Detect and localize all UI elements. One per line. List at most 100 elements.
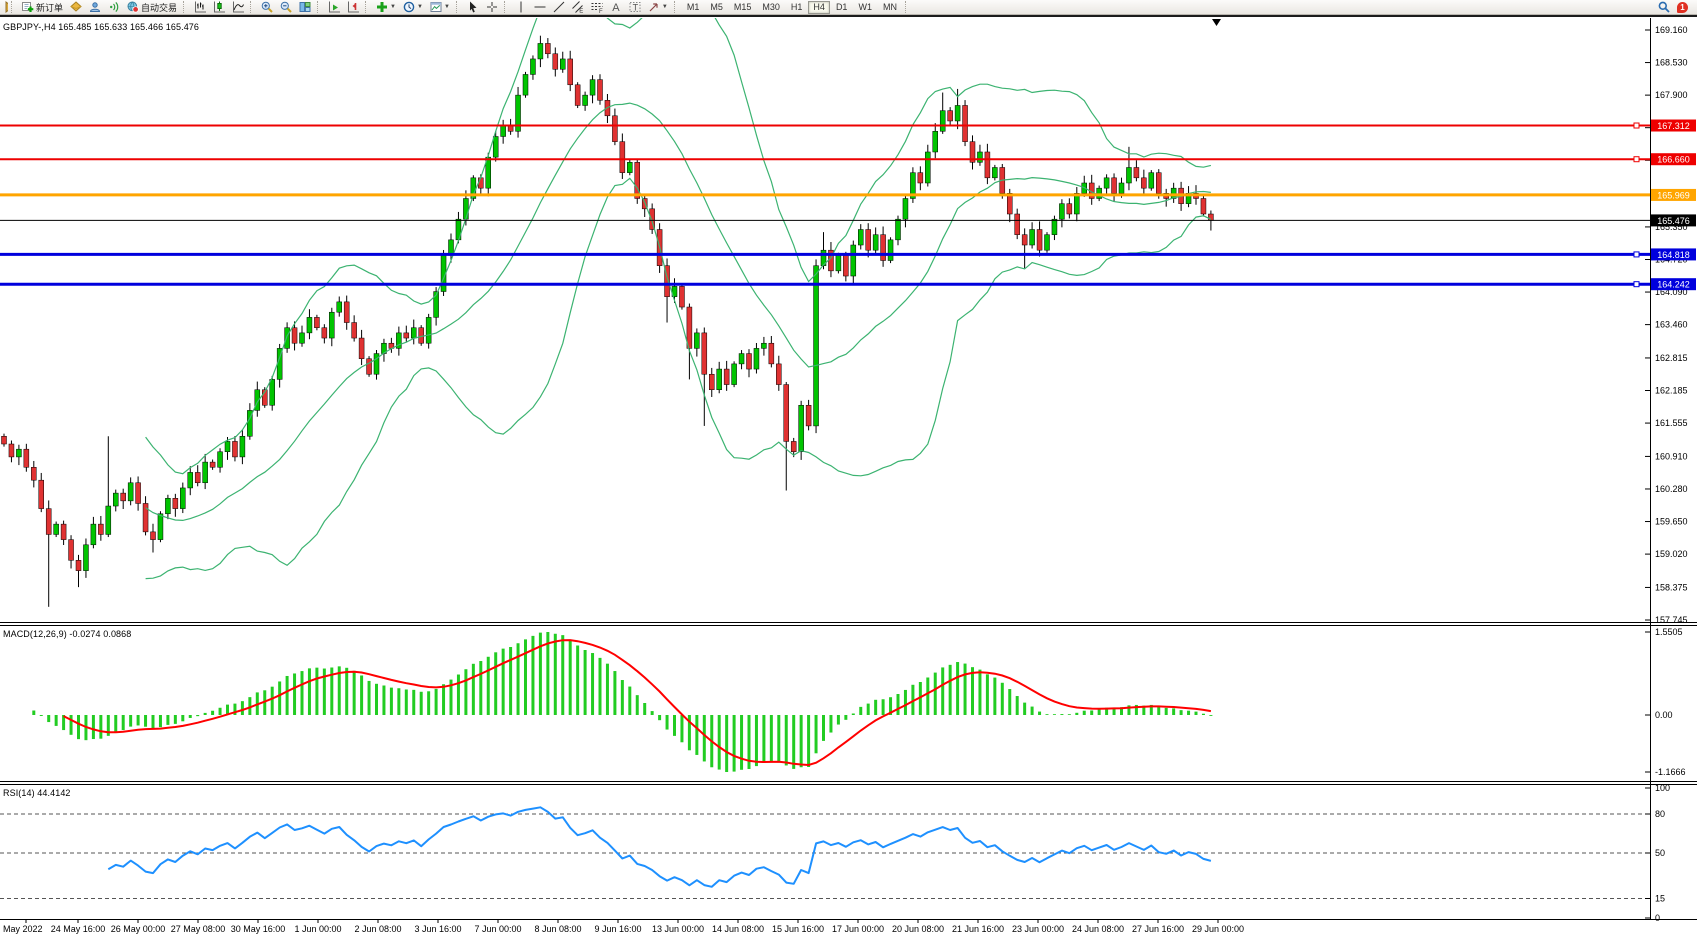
candle-body — [194, 472, 201, 484]
candle-body — [962, 105, 968, 142]
candle-body — [1059, 203, 1065, 220]
timeframe-w1-button[interactable]: W1 — [853, 1, 877, 14]
zoom-out-button[interactable] — [277, 1, 295, 14]
crosshair-icon — [486, 2, 497, 12]
timeframe-d1-button[interactable]: D1 — [831, 1, 853, 14]
candle-body — [843, 255, 849, 277]
candle-body — [500, 125, 506, 137]
timeframe-h4-button[interactable]: H4 — [808, 0, 830, 14]
trendline-button[interactable] — [550, 1, 568, 14]
bollinger-middle-line — [145, 102, 1211, 522]
candle-body — [627, 162, 633, 173]
timeframe-m15-button[interactable]: M15 — [729, 1, 757, 14]
svg-text:F: F — [599, 9, 603, 13]
price-tick-label: 160.280 — [1655, 484, 1688, 494]
level-price-text: 165.969 — [1657, 190, 1690, 200]
arrows-button[interactable]: ▼ — [645, 1, 671, 14]
vertical-line-button[interactable] — [512, 1, 530, 14]
candle-body — [805, 404, 812, 427]
candle-body — [217, 451, 223, 468]
current-price-text: 165.476 — [1657, 216, 1690, 226]
time-tick-label: 17 Jun 00:00 — [832, 924, 884, 934]
chart-shift-marker-icon[interactable] — [1212, 19, 1221, 26]
timeframe-buttons: M1 M5 M15 M30 H1 H4 D1 W1 MN — [682, 0, 902, 14]
level-anchor — [1633, 156, 1640, 163]
time-tick-label: 23 Jun 00:00 — [1012, 924, 1064, 934]
candle-body — [1148, 172, 1155, 189]
candle-body — [954, 105, 961, 122]
timeframe-mn-button[interactable]: MN — [878, 1, 902, 14]
chart-canvas[interactable]: 169.160168.530167.900167.270166.640165.9… — [0, 17, 1697, 936]
rsi-indicator-title: RSI(14) 44.4142 — [3, 788, 71, 798]
auto-scroll-button[interactable] — [325, 1, 343, 14]
candle-body — [1103, 177, 1110, 189]
crosshair-button[interactable] — [483, 1, 501, 14]
level-price-text: 167.312 — [1657, 121, 1690, 131]
candle-body — [321, 327, 328, 339]
candle-body — [23, 448, 30, 468]
equidistant-channel-button[interactable]: E — [569, 1, 587, 14]
line-chart-icon — [233, 1, 245, 13]
candle-body — [790, 441, 797, 453]
chart-symbol-title: GBPJPY-,H4 165.485 165.633 165.466 165.4… — [3, 22, 200, 32]
candle-body — [939, 110, 946, 132]
dropdown-caret-icon: ▼ — [443, 3, 450, 10]
new-order-icon — [22, 2, 34, 12]
level-price-badge — [1651, 278, 1696, 291]
candle-body — [209, 461, 216, 468]
line-chart-button[interactable] — [229, 1, 247, 14]
candle-body — [433, 291, 439, 318]
timeframe-m1-button[interactable]: M1 — [682, 1, 705, 14]
rsi-tick-label: 50 — [1655, 848, 1665, 858]
chart-shift-button[interactable] — [344, 1, 362, 14]
templates-button[interactable]: ▼ — [427, 1, 453, 14]
candle-body — [1111, 177, 1117, 194]
timeframe-m5-button[interactable]: M5 — [705, 1, 728, 14]
candle-body — [515, 94, 521, 132]
candles-layer — [1, 35, 1214, 607]
clipped-toolbar-icon[interactable] — [2, 1, 8, 13]
tile-windows-icon — [299, 2, 311, 12]
price-level-165.969[interactable]: 165.969 — [0, 188, 1696, 201]
mql5-community-button[interactable] — [86, 1, 104, 14]
horizontal-line-button[interactable] — [531, 1, 549, 14]
new-order-button[interactable]: 新订单 — [19, 1, 66, 14]
chart-window[interactable]: 169.160168.530167.900167.270166.640165.9… — [0, 15, 1697, 934]
candle-body — [120, 492, 126, 502]
price-level-164.818[interactable]: 164.818 — [0, 248, 1696, 261]
candle-body — [224, 441, 231, 453]
cloud-user-icon — [90, 2, 101, 12]
timeframe-m30-button[interactable]: M30 — [757, 1, 785, 14]
candlestick-chart-button[interactable] — [210, 1, 228, 14]
cursor-button[interactable] — [464, 1, 482, 14]
fibonacci-button[interactable]: F — [588, 1, 606, 14]
candle-body — [738, 353, 745, 365]
indicators-button[interactable]: ▼ — [373, 1, 399, 14]
periods-button[interactable]: ▼ — [400, 1, 426, 14]
macd-axis: 1.5505 0.00 -1.1666 — [1645, 627, 1686, 777]
text-label-button[interactable]: T — [626, 1, 644, 14]
autotrading-button[interactable]: 自动交易 — [124, 1, 180, 14]
toolbar-separator — [503, 1, 509, 13]
candle-body — [1200, 198, 1207, 215]
candle-body — [701, 332, 708, 375]
time-axis[interactable]: May 2022 24 May 16:00 26 May 00:00 27 May 0… — [3, 919, 1244, 934]
text-button[interactable]: A — [607, 1, 625, 14]
timeframe-h1-button[interactable]: H1 — [786, 1, 808, 14]
candlestick-chart-icon — [214, 1, 226, 13]
price-level-166.660[interactable]: 166.660 — [0, 153, 1696, 166]
tile-windows-button[interactable] — [296, 1, 314, 14]
zoom-in-button[interactable] — [258, 1, 276, 14]
price-level-164.242[interactable]: 164.242 — [0, 278, 1696, 291]
level-anchor — [1633, 251, 1640, 258]
candle-body — [597, 79, 603, 101]
notifications-button[interactable]: 1 — [1674, 1, 1691, 14]
candle-body — [254, 389, 261, 411]
signals-button[interactable] — [105, 1, 123, 14]
price-level-167.312[interactable]: 167.312 — [0, 119, 1696, 132]
current-price-line: 165.476 — [0, 214, 1696, 227]
bar-chart-button[interactable] — [191, 1, 209, 14]
search-button[interactable] — [1655, 1, 1673, 14]
metaeditor-button[interactable] — [67, 1, 85, 14]
toolbar-separator — [317, 1, 322, 13]
